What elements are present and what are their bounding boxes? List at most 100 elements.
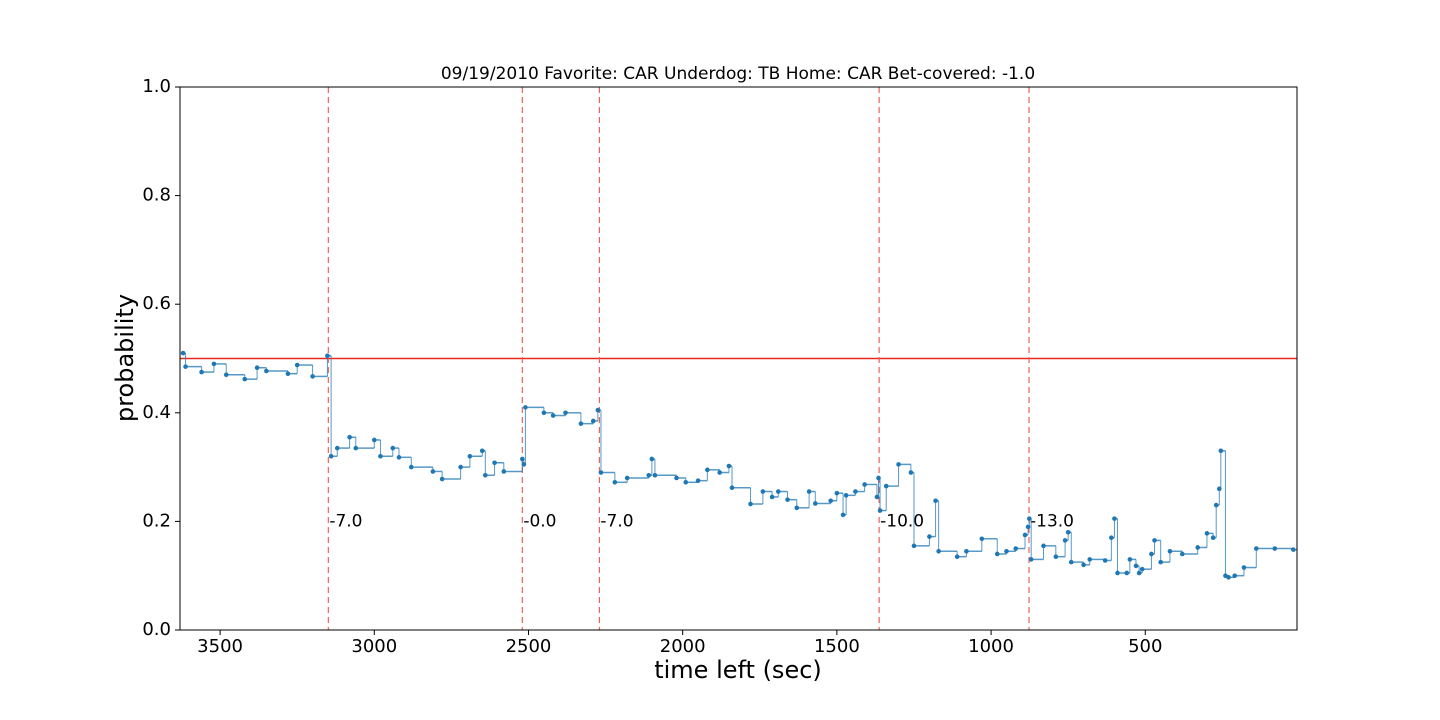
data-point bbox=[812, 501, 818, 506]
data-point bbox=[479, 448, 485, 454]
data-point bbox=[1041, 543, 1046, 549]
data-point bbox=[439, 476, 445, 482]
data-point bbox=[834, 490, 840, 496]
data-point bbox=[1087, 557, 1093, 562]
data-point bbox=[876, 475, 881, 481]
data-point bbox=[853, 489, 858, 494]
data-point bbox=[1127, 557, 1133, 562]
data-point bbox=[933, 498, 938, 504]
y-tick-label: 0.4 bbox=[142, 402, 171, 423]
x-tick-label: 2000 bbox=[660, 636, 706, 657]
data-point bbox=[1272, 546, 1278, 551]
data-point bbox=[954, 554, 960, 559]
data-point bbox=[806, 489, 812, 494]
data-point bbox=[598, 470, 604, 475]
data-point bbox=[199, 369, 204, 375]
chart-title: 09/19/2010 Favorite: CAR Underdog: TB Ho… bbox=[441, 64, 1035, 84]
data-point bbox=[785, 497, 790, 502]
data-point bbox=[1068, 559, 1074, 565]
data-point bbox=[458, 464, 463, 470]
data-point bbox=[254, 365, 260, 371]
x-tick-label: 3000 bbox=[351, 636, 397, 657]
data-point bbox=[1109, 535, 1114, 540]
data-point bbox=[994, 551, 1000, 557]
data-point bbox=[501, 469, 507, 474]
data-point bbox=[492, 460, 497, 466]
x-tick-label: 1000 bbox=[968, 636, 1014, 657]
data-point bbox=[828, 498, 834, 504]
data-point bbox=[1102, 558, 1108, 563]
data-point bbox=[1025, 524, 1031, 530]
data-point bbox=[1022, 532, 1028, 538]
data-point bbox=[180, 350, 186, 356]
data-point bbox=[979, 536, 985, 542]
event-label: -7.0 bbox=[329, 511, 362, 531]
data-point bbox=[911, 543, 917, 549]
data-point bbox=[467, 453, 473, 459]
data-point bbox=[378, 453, 383, 459]
data-point bbox=[1195, 545, 1200, 550]
data-point bbox=[908, 470, 914, 475]
data-point bbox=[874, 494, 880, 500]
data-point bbox=[748, 501, 753, 507]
data-point bbox=[1081, 562, 1086, 568]
data-point bbox=[1204, 531, 1210, 536]
data-point bbox=[328, 453, 334, 459]
data-point bbox=[674, 475, 679, 481]
data-point bbox=[550, 413, 556, 418]
y-tick-label: 0.2 bbox=[142, 510, 171, 531]
event-label: -13.0 bbox=[1030, 511, 1074, 531]
data-point bbox=[1112, 516, 1117, 521]
data-point bbox=[927, 534, 932, 539]
x-axis-label: time left (sec) bbox=[654, 656, 822, 684]
data-point bbox=[294, 362, 300, 368]
data-point bbox=[521, 462, 527, 467]
data-point bbox=[520, 456, 525, 462]
data-point bbox=[371, 437, 377, 443]
data-point bbox=[877, 508, 883, 513]
data-point bbox=[612, 480, 618, 485]
data-point bbox=[794, 505, 800, 511]
data-point bbox=[325, 353, 330, 359]
y-axis-label: probability bbox=[111, 294, 139, 422]
data-point bbox=[334, 445, 340, 451]
data-point bbox=[1062, 538, 1068, 543]
data-point bbox=[705, 467, 710, 473]
data-point bbox=[964, 548, 969, 554]
data-point bbox=[578, 421, 584, 426]
data-point bbox=[590, 418, 596, 424]
plot-frame bbox=[179, 86, 1298, 631]
data-point bbox=[347, 434, 352, 440]
data-point bbox=[1216, 486, 1222, 492]
data-point bbox=[1210, 535, 1216, 540]
data-point bbox=[390, 445, 396, 451]
data-point bbox=[183, 364, 188, 369]
data-point bbox=[483, 472, 488, 478]
data-point bbox=[646, 472, 652, 478]
data-point bbox=[883, 483, 889, 489]
data-point bbox=[1053, 554, 1059, 559]
data-point bbox=[430, 469, 436, 474]
data-point bbox=[285, 371, 291, 377]
data-point bbox=[695, 478, 701, 483]
event-label: -7.0 bbox=[600, 511, 633, 531]
data-point bbox=[353, 445, 359, 451]
x-tick-label: 1500 bbox=[814, 636, 860, 657]
data-point bbox=[726, 463, 732, 469]
data-point bbox=[840, 512, 846, 518]
data-point bbox=[1124, 570, 1130, 576]
data-point bbox=[310, 374, 315, 379]
data-point bbox=[896, 462, 901, 467]
data-point bbox=[1241, 565, 1247, 570]
y-tick-label: 1.0 bbox=[142, 76, 171, 97]
data-point bbox=[1115, 570, 1120, 576]
data-point bbox=[1149, 551, 1154, 557]
data-point bbox=[1226, 575, 1231, 580]
data-point bbox=[1179, 551, 1185, 557]
data-point bbox=[223, 372, 229, 378]
x-tick-label: 3500 bbox=[197, 636, 243, 657]
data-point bbox=[1290, 547, 1296, 552]
data-point bbox=[1139, 566, 1145, 572]
data-point bbox=[652, 472, 658, 478]
data-point bbox=[563, 410, 568, 416]
